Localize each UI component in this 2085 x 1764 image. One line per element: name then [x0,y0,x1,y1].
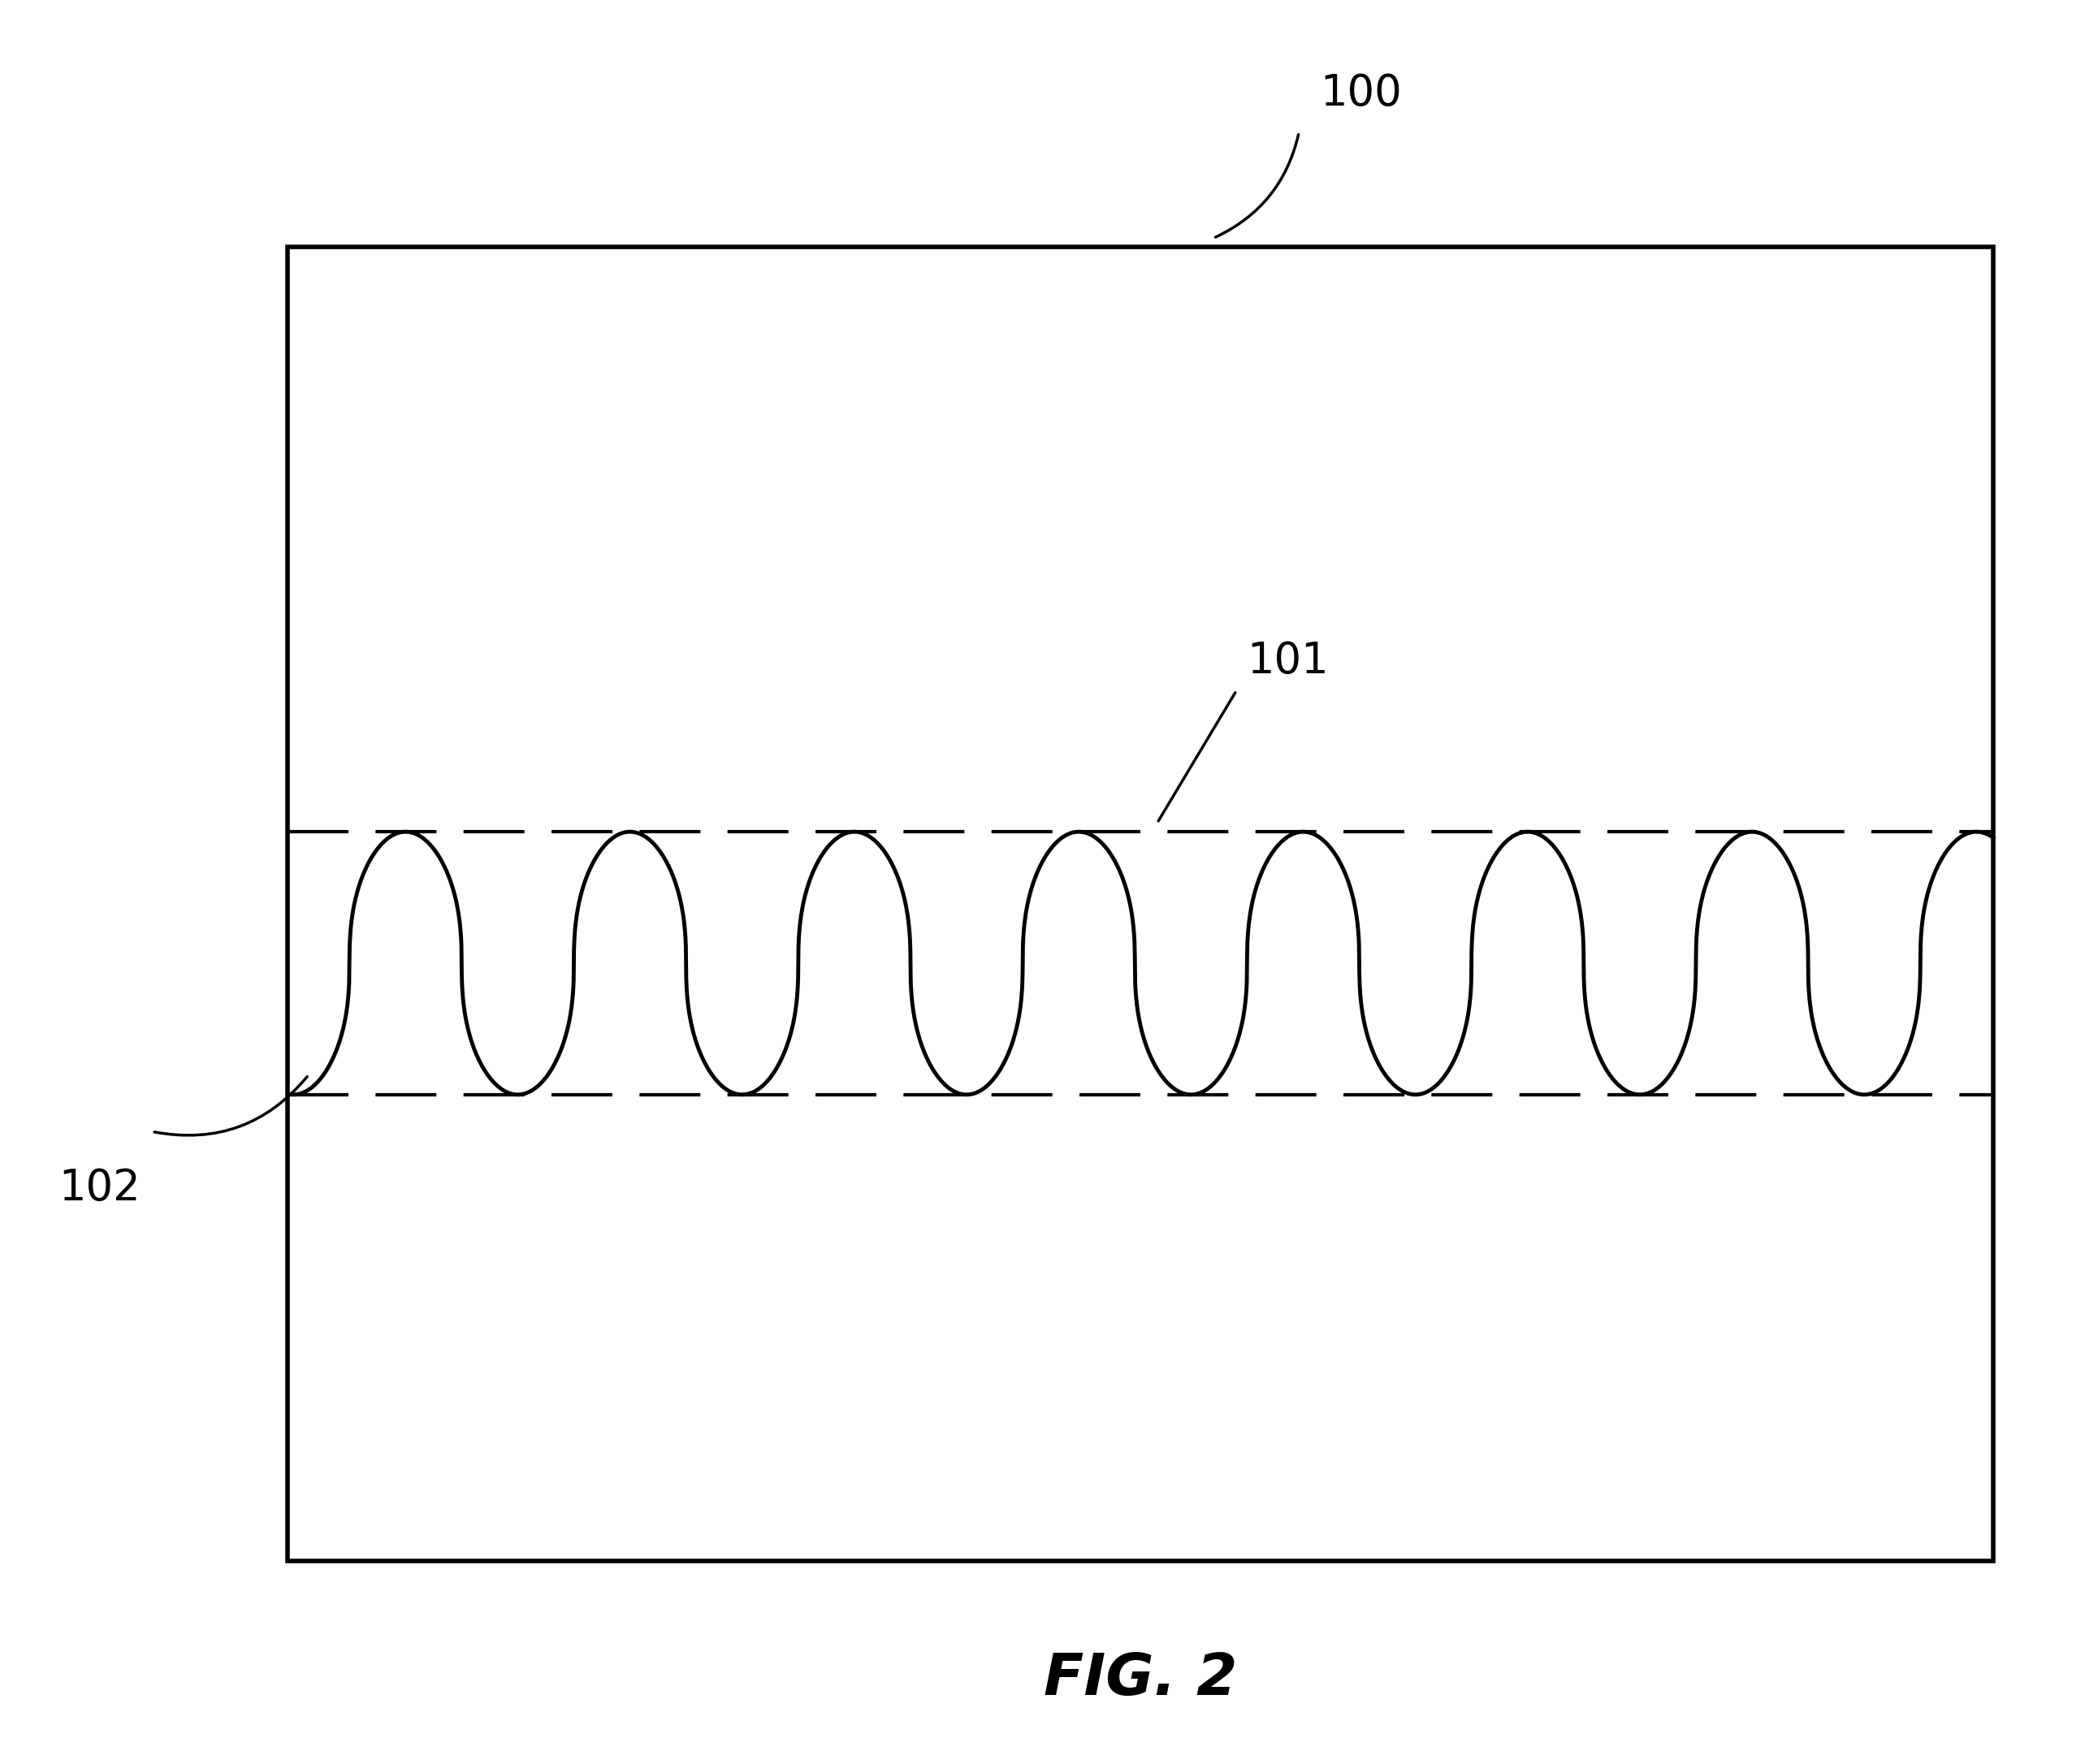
Text: 101: 101 [1247,640,1328,683]
Text: 102: 102 [58,1168,140,1208]
Text: FIG. 2: FIG. 2 [1045,1651,1236,1708]
Bar [288,247,1993,1561]
Text: 100: 100 [1320,72,1401,115]
